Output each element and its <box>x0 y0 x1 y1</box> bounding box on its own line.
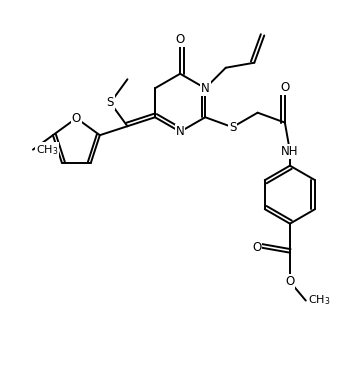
Text: CH$_3$: CH$_3$ <box>35 143 58 157</box>
Text: O: O <box>175 33 185 46</box>
Text: O: O <box>285 275 294 288</box>
Text: N: N <box>201 82 209 95</box>
Text: N: N <box>176 125 184 138</box>
Text: S: S <box>229 121 236 134</box>
Text: O: O <box>280 81 290 94</box>
Text: O: O <box>72 112 81 125</box>
Text: NH: NH <box>281 145 299 158</box>
Text: S: S <box>107 96 114 109</box>
Text: CH$_3$: CH$_3$ <box>308 294 331 308</box>
Text: O: O <box>252 241 261 254</box>
